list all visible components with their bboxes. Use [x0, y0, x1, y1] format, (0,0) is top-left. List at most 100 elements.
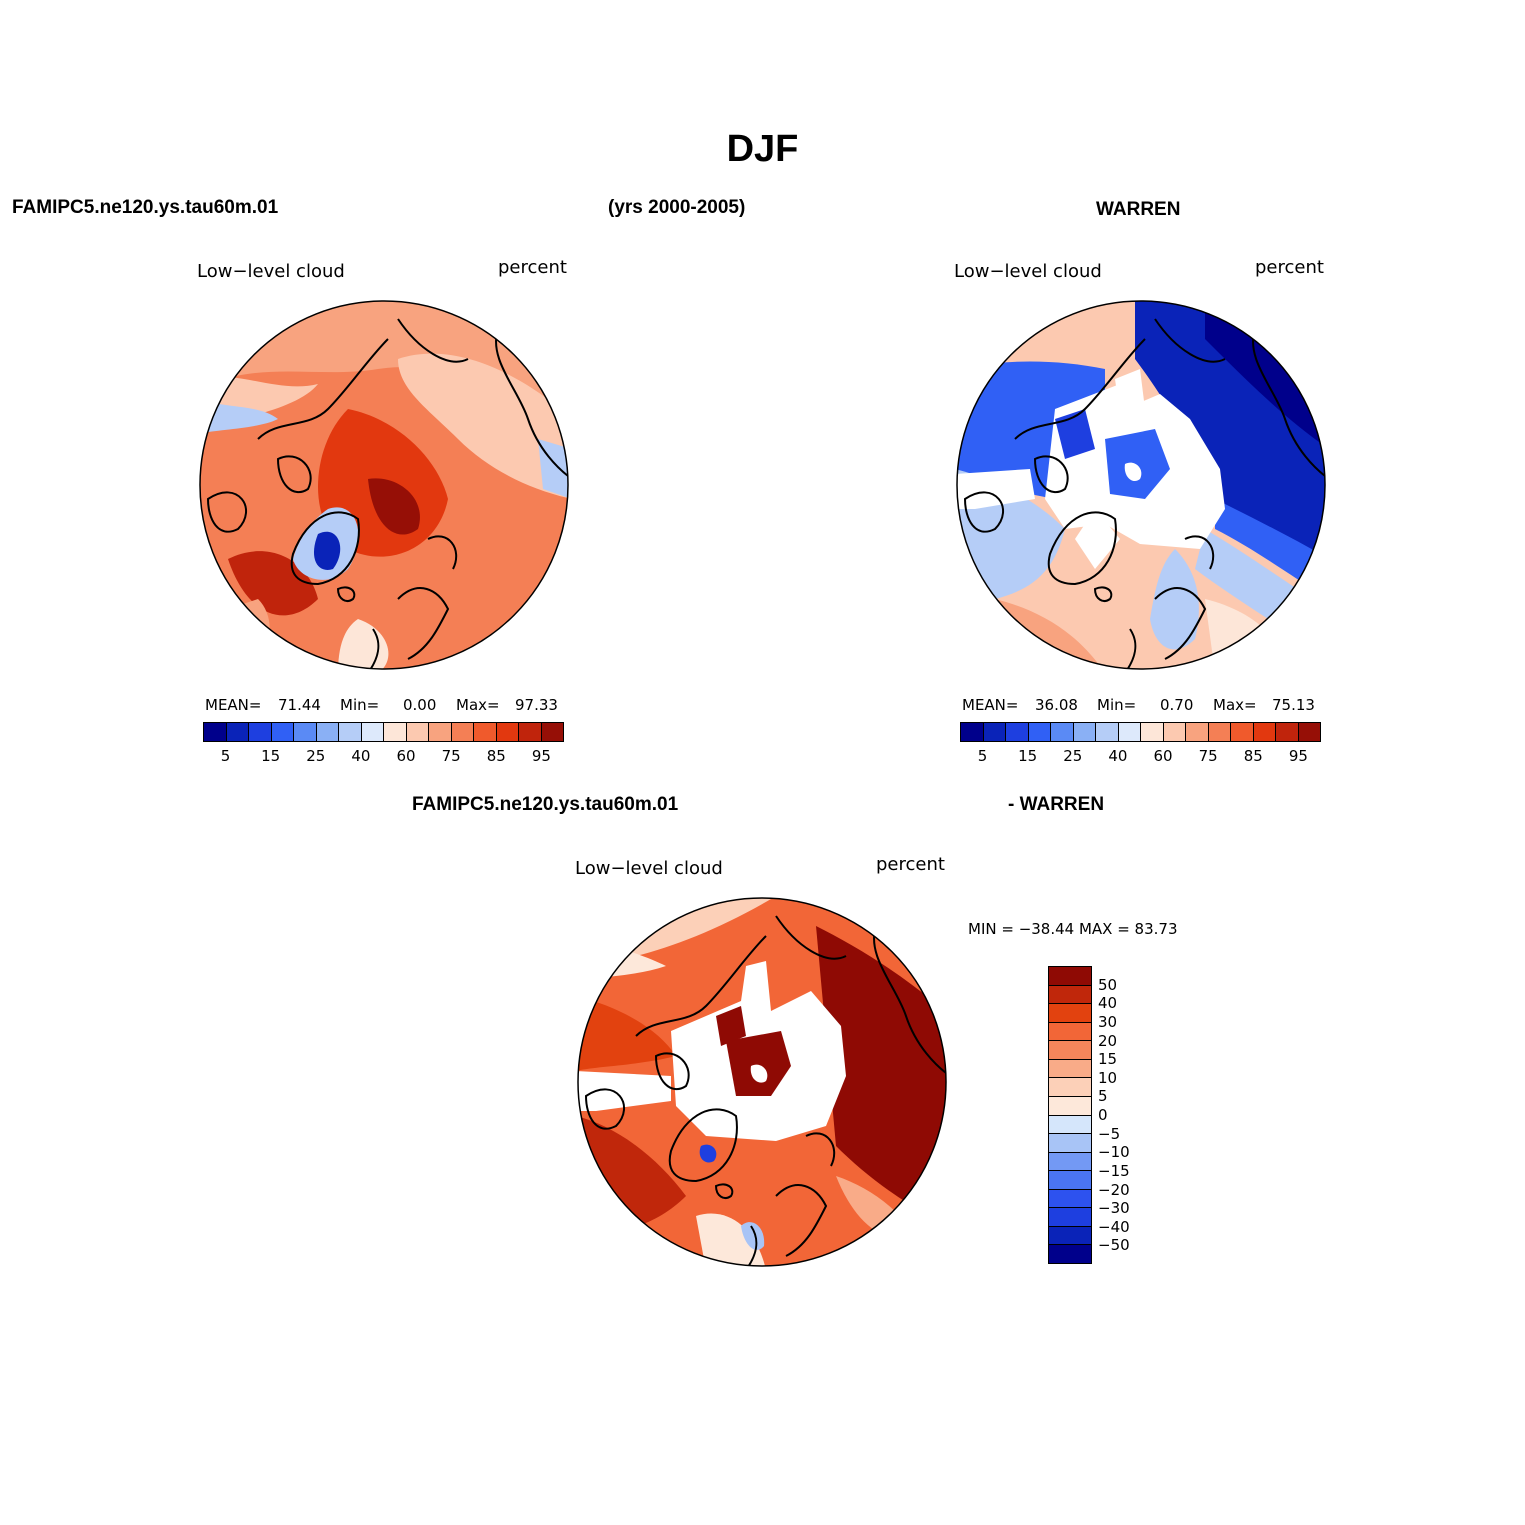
colorbar-tick-label: 30 [1098, 1012, 1118, 1031]
panel2-coast-uk [1124, 628, 1137, 669]
colorbar-swatch [294, 723, 317, 741]
panel1-coast-iceland [336, 586, 356, 602]
diff-coast-scandinavia [775, 1132, 836, 1257]
panel1-polar-map [199, 300, 569, 670]
diff-coast-uk [745, 1225, 758, 1266]
panel2-min-label: Min= [1097, 696, 1137, 714]
panel1-coast-islands [206, 455, 312, 533]
panel1-coast-greenland [290, 511, 360, 586]
colorbar-swatch [961, 723, 984, 741]
colorbar-tick-label: 75 [1198, 747, 1218, 765]
colorbar-tick-label: 25 [1063, 747, 1083, 765]
panel1-units: percent [498, 257, 567, 278]
panel2-missing-south [1075, 509, 1120, 569]
panel1-coast-scandinavia [397, 535, 458, 660]
colorbar-swatch [1049, 1059, 1091, 1079]
panel2-field-core-blue [1105, 429, 1170, 499]
panel2-polar-map [956, 300, 1326, 670]
diff-coast-islands [584, 1052, 690, 1130]
colorbar-swatch [1253, 723, 1276, 741]
panel1-field-max [368, 478, 420, 535]
panel2-map-border [956, 300, 1326, 670]
panel1-mean-value: 71.44 [278, 696, 321, 714]
diff-coast-greenland [668, 1108, 738, 1183]
colorbar-swatch [1096, 723, 1119, 741]
colorbar-swatch [204, 723, 227, 741]
diff-field-west-strong [578, 996, 676, 1071]
colorbar-tick-label: 25 [306, 747, 326, 765]
colorbar-swatch [1186, 723, 1209, 741]
colorbar-swatch [1049, 1078, 1091, 1097]
panel2-colorbar [960, 722, 1321, 742]
colorbar-tick-label: 20 [1098, 1031, 1118, 1050]
colorbar-swatch [983, 723, 1006, 741]
colorbar-tick-label: −15 [1098, 1161, 1130, 1180]
colorbar-tick-label: −30 [1098, 1199, 1130, 1218]
diff-field-s-blue [741, 1222, 765, 1250]
diff-obs-label: - WARREN [1008, 794, 1105, 815]
colorbar-swatch [384, 723, 407, 741]
panel1-field-light-ne [398, 353, 568, 499]
panel1-colorbar [203, 722, 564, 742]
colorbar-tick-label: −40 [1098, 1217, 1130, 1236]
colorbar-swatch [406, 723, 429, 741]
diff-pole-hole [750, 1064, 768, 1083]
years-label: (yrs 2000-2005) [608, 197, 746, 218]
panel1-min-label: Min= [340, 696, 380, 714]
colorbar-swatch [1049, 1134, 1091, 1153]
panel2-coast-iceland [1093, 586, 1113, 602]
colorbar-swatch [1049, 1115, 1091, 1135]
diff-model-label: FAMIPC5.ne120.ys.tau60m.01 [412, 794, 679, 815]
panel2-field-east-band [1215, 499, 1325, 599]
diff-colorbar [1048, 966, 1092, 1264]
panel2-mean-label: MEAN= [962, 696, 1019, 714]
colorbar-swatch [1118, 723, 1141, 741]
panel1-colorbar-ticks: 5 15 25 40 60 75 85 95 [203, 747, 564, 767]
colorbar-tick-label: 40 [351, 747, 371, 765]
panel2-field-archipelago [1055, 409, 1095, 459]
colorbar-swatch [451, 723, 474, 741]
diff-field-core-max [726, 1031, 791, 1096]
colorbar-swatch [1049, 1189, 1091, 1209]
colorbar-swatch [1049, 967, 1091, 986]
colorbar-swatch [496, 723, 519, 741]
panel1-mean-label: MEAN= [205, 696, 262, 714]
colorbar-tick-label: 95 [531, 747, 551, 765]
colorbar-swatch [1049, 1096, 1091, 1116]
colorbar-tick-label: 0 [1098, 1106, 1108, 1124]
diff-units: percent [876, 854, 945, 875]
panel1-field-dark-sw [228, 551, 318, 616]
diff-missing-west [578, 1071, 671, 1111]
colorbar-swatch [226, 723, 249, 741]
colorbar-tick-label: 60 [396, 747, 416, 765]
panel1-coast-north [257, 318, 568, 480]
colorbar-swatch [541, 723, 563, 741]
colorbar-swatch [1298, 723, 1320, 741]
colorbar-swatch [1006, 723, 1029, 741]
diff-coast-iceland [714, 1183, 734, 1199]
colorbar-tick-label: 5 [220, 747, 231, 765]
panel2-missing-west [957, 469, 1035, 509]
colorbar-tick-label: 40 [1098, 994, 1118, 1013]
diff-coast-north [635, 915, 946, 1077]
colorbar-tick-label: 15 [1018, 747, 1038, 765]
colorbar-swatch [1049, 1226, 1091, 1246]
colorbar-swatch [316, 723, 339, 741]
colorbar-swatch [1049, 1152, 1091, 1172]
colorbar-swatch [1208, 723, 1231, 741]
panel2-pole-hole [1124, 462, 1142, 482]
colorbar-tick-label: −10 [1098, 1143, 1130, 1162]
colorbar-tick-label: 95 [1288, 747, 1308, 765]
colorbar-tick-label: −50 [1098, 1236, 1130, 1255]
panel2-min-value: 0.70 [1160, 696, 1194, 714]
colorbar-tick-label: 40 [1108, 747, 1128, 765]
colorbar-tick-label: 15 [261, 747, 281, 765]
panel2-units: percent [1255, 257, 1324, 278]
colorbar-tick-label: −20 [1098, 1180, 1130, 1199]
panel2-coast-greenland [1047, 511, 1117, 586]
colorbar-swatch [1163, 723, 1186, 741]
panel2-coast-north [1014, 318, 1325, 480]
panel1-min-value: 0.00 [403, 696, 437, 714]
diff-polar-map [577, 897, 947, 1267]
colorbar-swatch [361, 723, 384, 741]
